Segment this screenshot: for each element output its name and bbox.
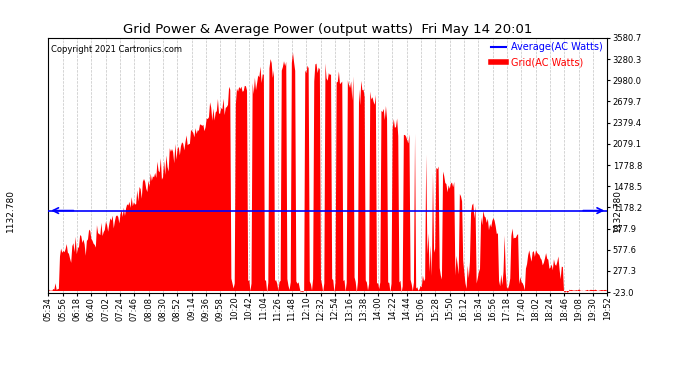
Text: 1132.780: 1132.780 bbox=[6, 189, 14, 232]
Title: Grid Power & Average Power (output watts)  Fri May 14 20:01: Grid Power & Average Power (output watts… bbox=[123, 23, 533, 36]
Text: Copyright 2021 Cartronics.com: Copyright 2021 Cartronics.com bbox=[51, 45, 182, 54]
Legend: Average(AC Watts), Grid(AC Watts): Average(AC Watts), Grid(AC Watts) bbox=[491, 42, 602, 67]
Text: 1132.780: 1132.780 bbox=[613, 189, 622, 232]
